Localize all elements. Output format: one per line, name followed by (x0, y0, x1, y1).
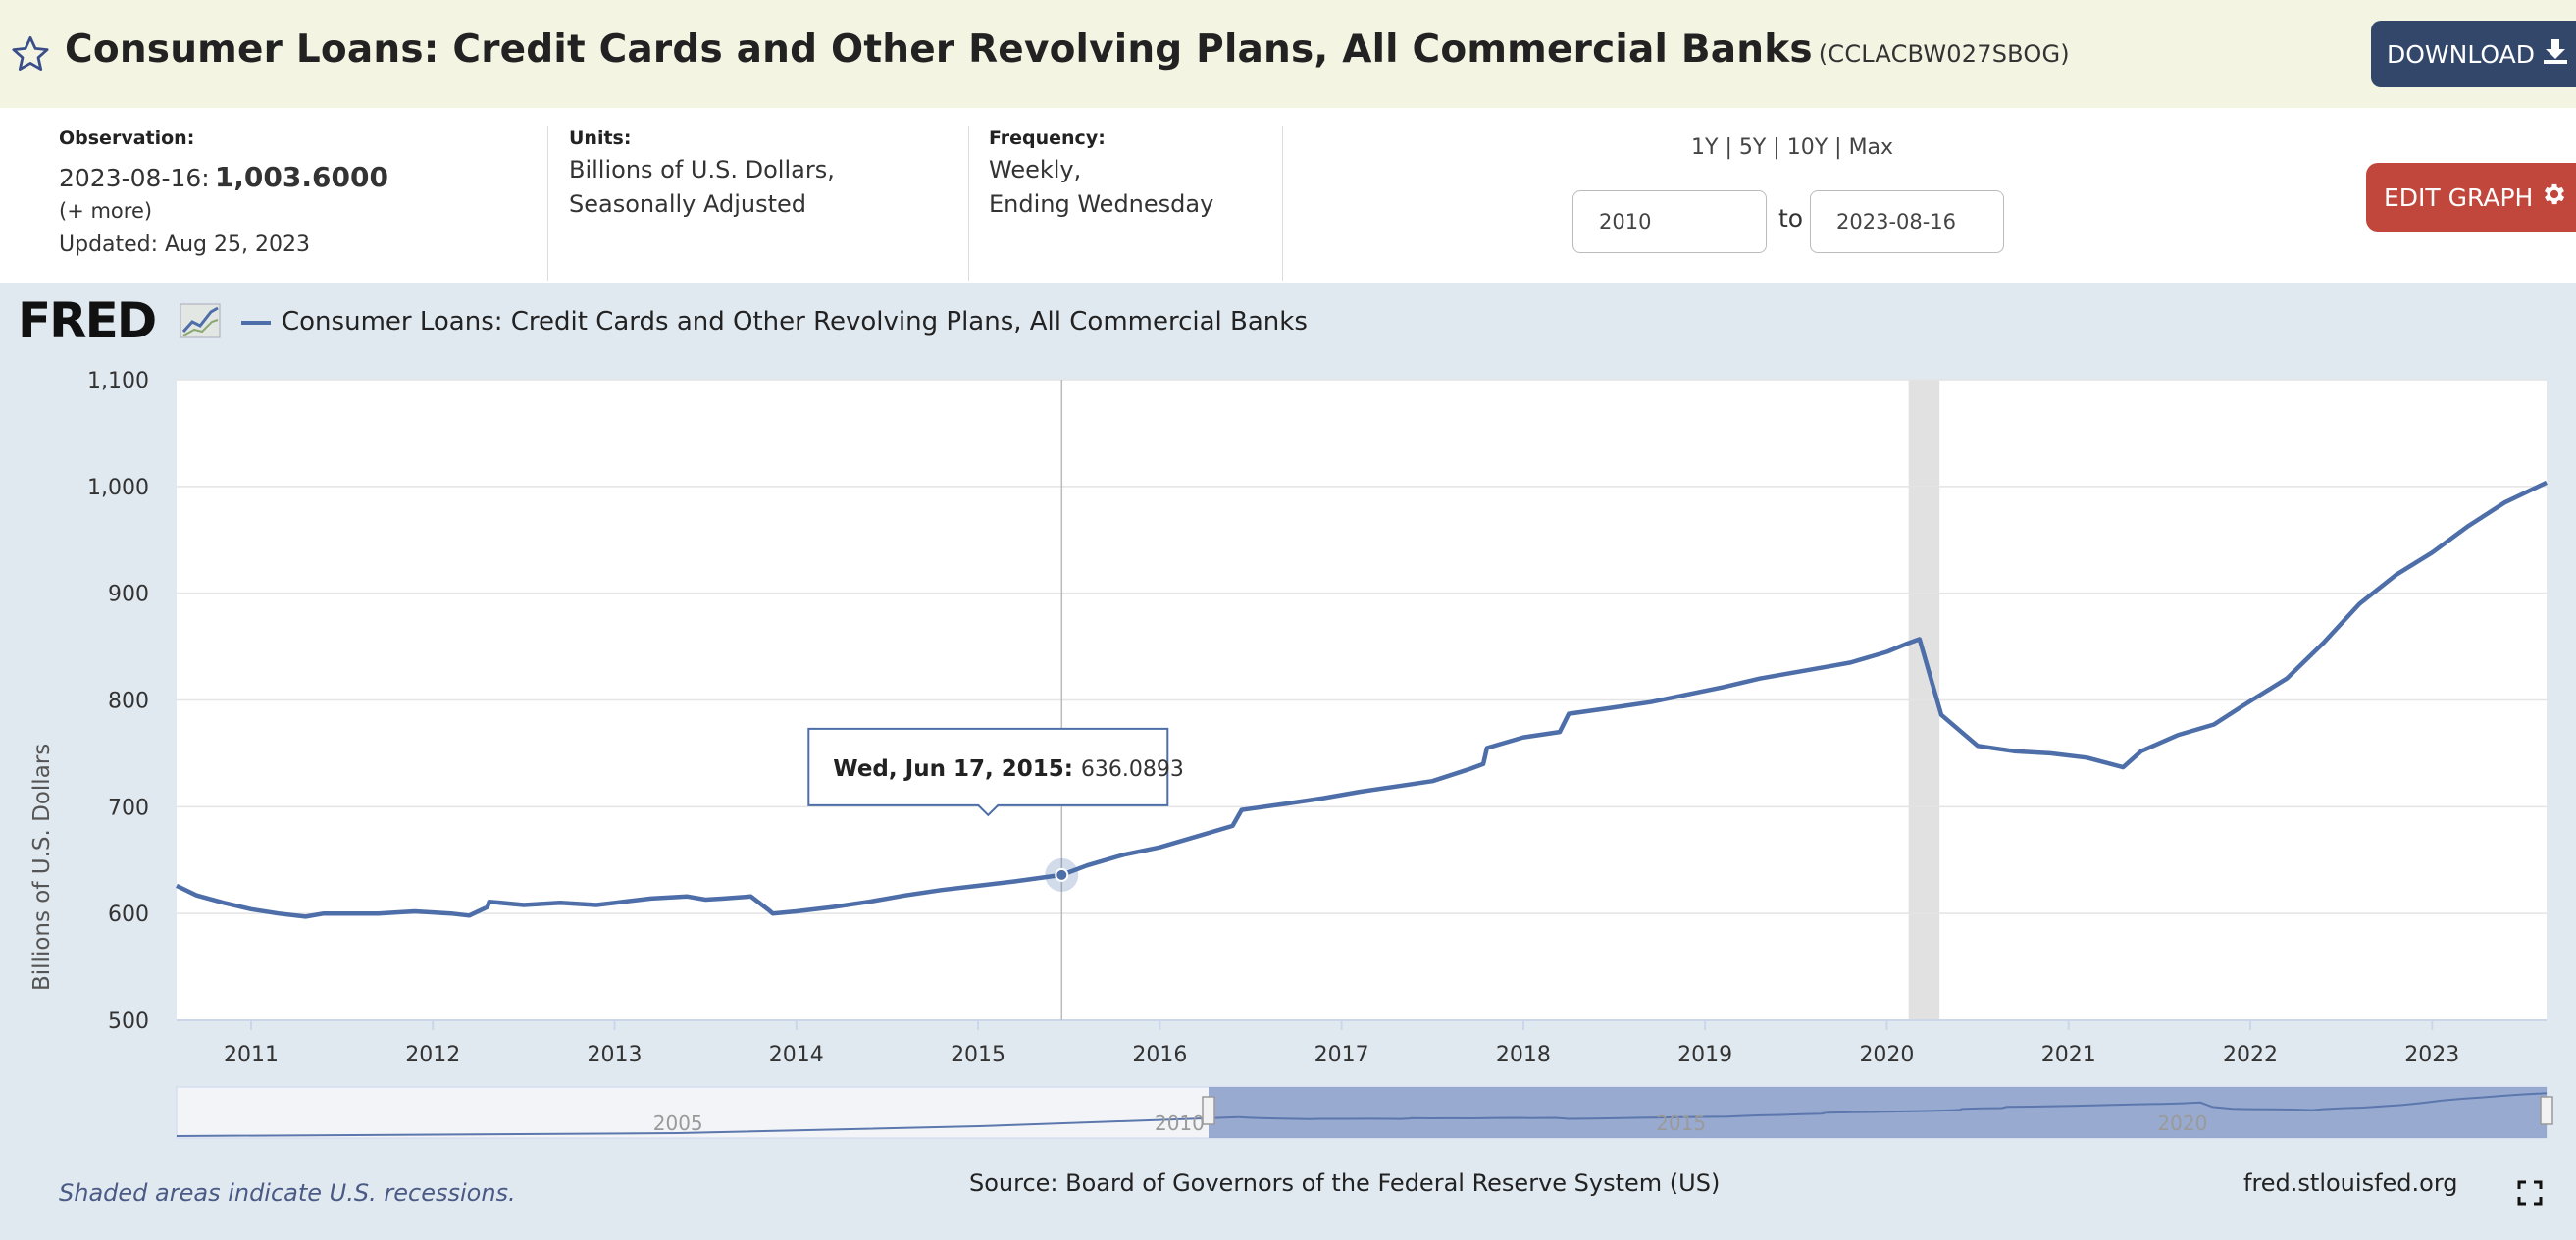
units-label: Units: (569, 128, 632, 149)
x-tick-label: 2018 (1496, 1043, 1551, 1067)
navigator-series-history (176, 1115, 1239, 1137)
tooltip-value: 636.0893 (1081, 757, 1184, 782)
x-tick-label: 2011 (224, 1043, 279, 1067)
series-title: Consumer Loans: Credit Cards and Other R… (65, 27, 1813, 72)
frequency-line-1: Weekly, (989, 156, 1082, 183)
gear-icon (2533, 181, 2568, 214)
y-tick-label: 1,000 (87, 476, 149, 500)
range-separator: | (1773, 135, 1780, 160)
range-separator: | (1725, 135, 1732, 160)
x-tick-label: 2012 (405, 1043, 460, 1067)
line-chart[interactable]: 500 600 700 800 900 1,000 1,100 2011 2012 2013 201… (0, 363, 2576, 1148)
page-title: Consumer Loans: Credit Cards and Other R… (65, 27, 2070, 72)
x-tick-label: 2015 (951, 1043, 1005, 1067)
navigator-tick-label: 2020 (2157, 1111, 2207, 1135)
observation-value: 1,003.6000 (214, 161, 388, 193)
y-tick-label: 1,100 (87, 369, 149, 393)
y-tick-label: 800 (108, 690, 149, 714)
edit-graph-label: EDIT GRAPH (2384, 182, 2534, 212)
x-tick-label: 2019 (1677, 1043, 1732, 1067)
navigator-tick-label: 2010 (1155, 1111, 1205, 1135)
edit-graph-button[interactable]: EDIT GRAPH (2366, 163, 2576, 232)
y-tick-label: 500 (108, 1009, 149, 1034)
divider (1282, 126, 1283, 281)
y-tick-label: 900 (108, 583, 149, 607)
legend-swatch (241, 321, 271, 325)
divider (547, 126, 548, 281)
x-tick-label: 2020 (1859, 1043, 1914, 1067)
navigator-handle[interactable] (2540, 1096, 2553, 1125)
title-bar: Consumer Loans: Credit Cards and Other R… (0, 0, 2576, 108)
units-line-2: Seasonally Adjusted (569, 190, 807, 218)
tooltip-text: Wed, Jun 17, 2015: 636.0893 (833, 756, 1184, 782)
x-tick-label: 2021 (2041, 1043, 2096, 1067)
x-tick-label: 2017 (1314, 1043, 1369, 1067)
x-tick-label: 2014 (769, 1043, 824, 1067)
more-link[interactable]: (+ more) (59, 199, 153, 223)
updated-date: Updated: Aug 25, 2023 (59, 232, 310, 257)
units-block: Units: Billions of U.S. Dollars, Seasona… (569, 128, 835, 222)
hover-point (1055, 867, 1069, 882)
start-date-input[interactable]: 2010 (1572, 190, 1767, 253)
recession-note: Shaded areas indicate U.S. recessions. (59, 1179, 516, 1207)
units-line-1: Billions of U.S. Dollars, (569, 156, 835, 183)
star-icon[interactable] (10, 33, 51, 78)
frequency-label: Frequency: (989, 128, 1106, 149)
x-tick-label: 2016 (1132, 1043, 1187, 1067)
download-icon (2535, 37, 2568, 71)
observation-label: Observation: (59, 128, 195, 149)
fred-logo-text: FRED (18, 292, 155, 347)
navigator-handle[interactable] (1202, 1096, 1215, 1125)
observation-block: Observation: 2023-08-16: 1,003.6000 (+ m… (59, 128, 388, 257)
to-label: to (1778, 204, 1804, 232)
frequency-block: Frequency: Weekly, Ending Wednesday (989, 128, 1213, 222)
y-axis-label: Billions of U.S. Dollars (29, 743, 55, 991)
download-label: DOWNLOAD (2387, 39, 2535, 69)
y-tick-label: 600 (108, 903, 149, 927)
range-1y[interactable]: 1Y (1691, 135, 1719, 160)
series-id: (CCLACBW027SBOG) (1818, 40, 2070, 68)
tooltip: Wed, Jun 17, 2015: 636.0893 (807, 727, 1184, 817)
navigator-tick-label: 2015 (1656, 1111, 1706, 1135)
tooltip-box (807, 727, 1169, 817)
tooltip-date: Wed, Jun 17, 2015: (833, 756, 1081, 782)
range-selector: 1Y | 5Y | 10Y | Max (1691, 135, 1893, 160)
divider (968, 126, 969, 281)
fullscreen-icon[interactable] (2517, 1180, 2543, 1210)
source-text: Source: Board of Governors of the Federa… (969, 1169, 1721, 1197)
x-tick-label: 2013 (588, 1043, 643, 1067)
legend-series-name[interactable]: Consumer Loans: Credit Cards and Other R… (282, 307, 1308, 336)
range-max[interactable]: Max (1848, 135, 1894, 160)
y-tick-label: 700 (108, 796, 149, 820)
navigator-series (1238, 1092, 2548, 1120)
x-tick-label: 2023 (2404, 1043, 2459, 1067)
navigator-tick-label: 2005 (653, 1111, 703, 1135)
range-5y[interactable]: 5Y (1738, 135, 1767, 160)
frequency-line-2: Ending Wednesday (989, 190, 1214, 218)
series-line (176, 480, 2548, 919)
end-date-input[interactable]: 2023-08-16 (1810, 190, 2004, 253)
range-10y[interactable]: 10Y (1786, 135, 1829, 160)
range-separator: | (1834, 135, 1842, 160)
observation-date: 2023-08-16: (59, 164, 210, 192)
download-button[interactable]: DOWNLOAD (2371, 21, 2576, 87)
info-bar: Observation: 2023-08-16: 1,003.6000 (+ m… (0, 108, 2576, 283)
fred-logo[interactable]: FRED (18, 292, 226, 351)
x-tick-label: 2022 (2223, 1043, 2278, 1067)
site-link[interactable]: fred.stlouisfed.org (2243, 1169, 2458, 1197)
